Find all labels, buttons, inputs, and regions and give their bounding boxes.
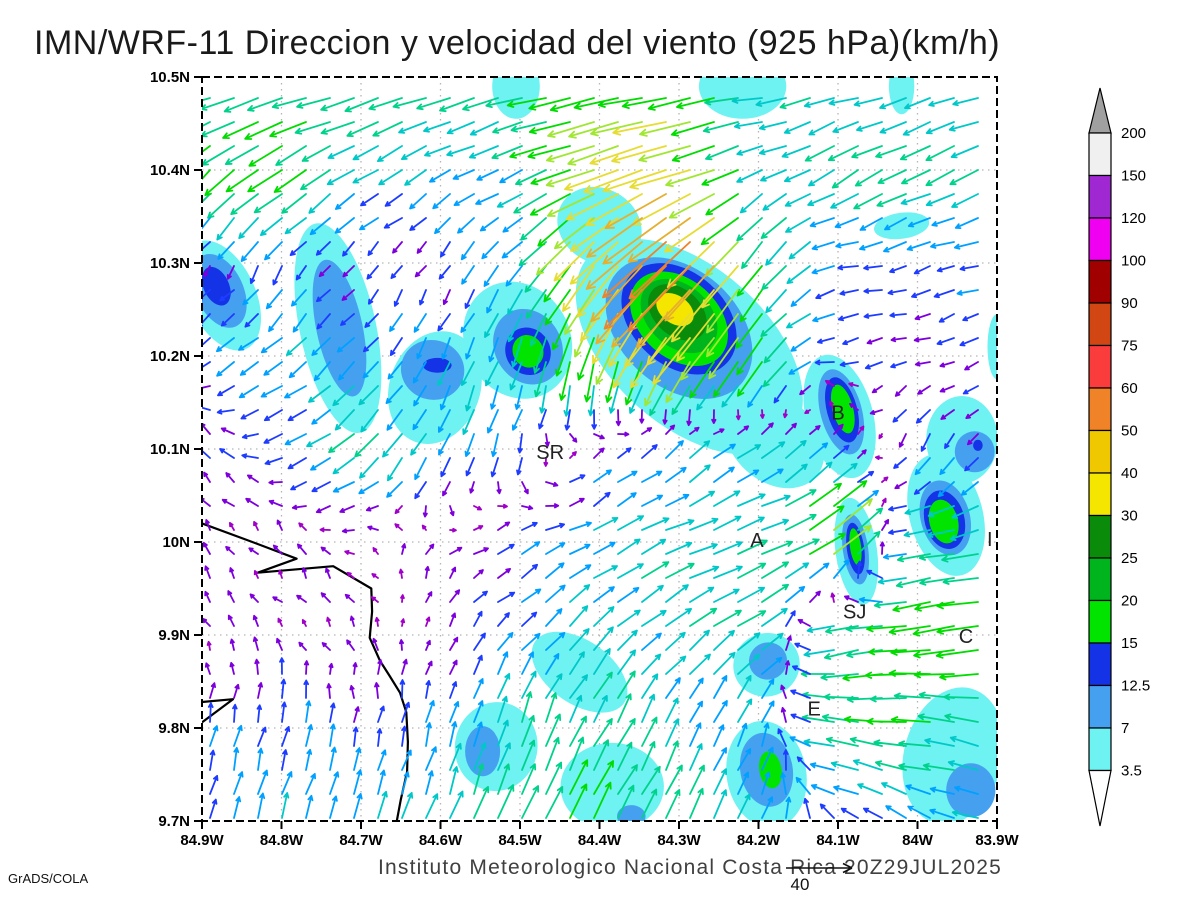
x-tick-label: 84.5W: [498, 832, 542, 849]
station-label-b: B: [831, 403, 844, 425]
colorbar-tick-label: 200: [1121, 125, 1146, 142]
reference-arrow: 40: [786, 862, 853, 894]
x-tick-label: 84W: [902, 832, 934, 849]
colorbar-tick-label: 15: [1121, 635, 1138, 652]
y-tick-label: 9.9N: [158, 627, 190, 644]
axes-frame: 84.9W 84.8W 84.7W 84.6W 84.5W 84.4W 84.3W 84.2W…: [150, 69, 1020, 849]
y-tick-label: 10.4N: [150, 162, 190, 179]
colorbar-tick-label: 150: [1121, 168, 1146, 185]
colorbar-tick-label: 25: [1121, 550, 1138, 567]
y-tick-label: 10.1N: [150, 441, 190, 458]
x-tick-label: 83.9W: [975, 832, 1019, 849]
colorbar-tick-label: 40: [1121, 465, 1138, 482]
station-labels: SR A B SJ C E I: [536, 403, 992, 721]
x-tick-label: 84.9W: [180, 832, 224, 849]
footer-caption: Instituto Meteorologico Nacional Costa R…: [378, 856, 1003, 879]
station-label-a: A: [750, 530, 764, 552]
x-tick-label: 84.3W: [657, 832, 701, 849]
colorbar-legend: 200 150 120 100 90 75 60 50 40 30 25 20 15 12.5 7 3.5: [1088, 87, 1150, 827]
y-tick-label: 9.7N: [158, 813, 190, 830]
y-tick-label: 10.3N: [150, 255, 190, 272]
wind-vector-arrows: [202, 97, 979, 819]
station-label-e: E: [808, 699, 821, 721]
station-label-i: I: [987, 529, 993, 551]
station-label-sr: SR: [536, 442, 564, 464]
y-tick-label: 10N: [162, 534, 190, 551]
colorbar-tick-label: 120: [1121, 210, 1146, 227]
colorbar-tick-label: 7: [1121, 720, 1129, 737]
y-tick-label: 9.8N: [158, 720, 190, 737]
chart-title: IMN/WRF-11 Direccion y velocidad del vie…: [34, 24, 1001, 62]
y-tick-label: 10.5N: [150, 69, 190, 86]
colorbar-tick-label: 60: [1121, 380, 1138, 397]
x-tick-label: 84.8W: [260, 832, 304, 849]
colorbar-tick-label: 100: [1121, 253, 1146, 270]
grads-credit: GrADS/COLA: [8, 871, 89, 886]
colorbar-tick-label: 75: [1121, 338, 1138, 355]
x-tick-label: 84.1W: [816, 832, 860, 849]
x-tick-label: 84.6W: [419, 832, 463, 849]
station-label-c: C: [959, 626, 973, 648]
colorbar-tick-label: 30: [1121, 508, 1138, 525]
colorbar-tick-label: 12.5: [1121, 678, 1150, 695]
colorbar-tick-label: 3.5: [1121, 763, 1142, 780]
y-tick-label: 10.2N: [150, 348, 190, 365]
colorbar-tick-label: 90: [1121, 295, 1138, 312]
colorbar-tick-label: 20: [1121, 593, 1138, 610]
x-tick-label: 84.2W: [737, 832, 781, 849]
reference-arrow-value: 40: [791, 875, 810, 894]
x-tick-label: 84.4W: [578, 832, 622, 849]
station-label-sj: SJ: [843, 602, 866, 624]
x-tick-label: 84.7W: [339, 832, 383, 849]
colorbar-tick-label: 50: [1121, 423, 1138, 440]
